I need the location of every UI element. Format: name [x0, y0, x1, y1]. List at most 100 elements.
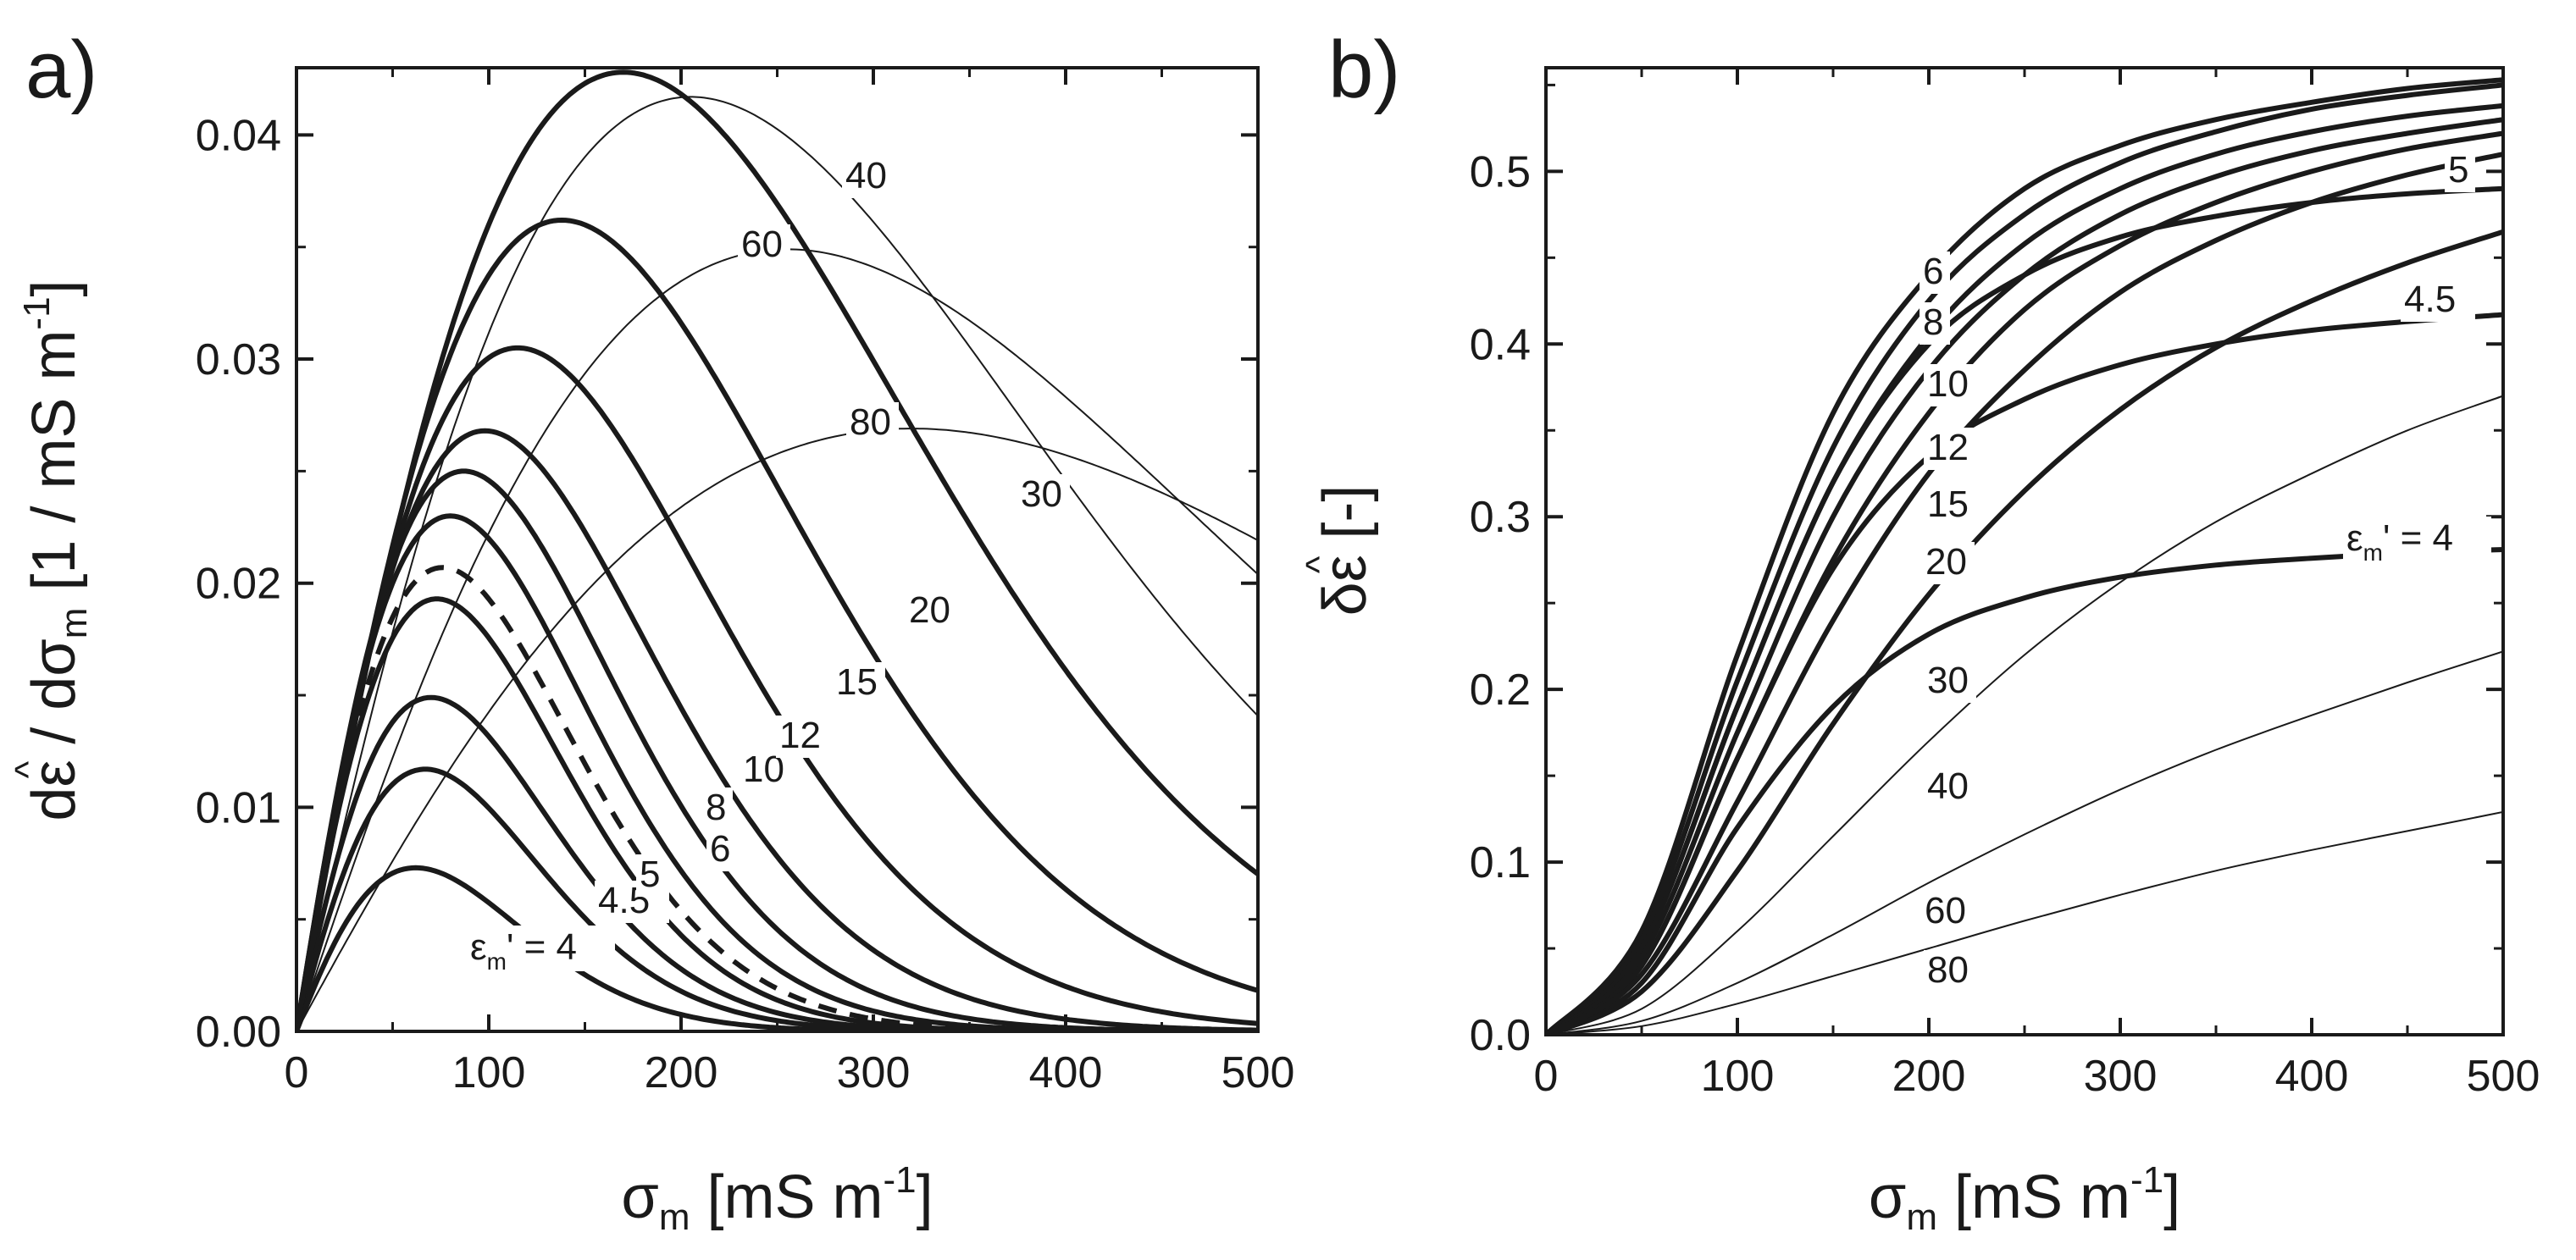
- series-line-10: [1546, 102, 2503, 1035]
- x-tick-label: 0: [285, 1048, 309, 1097]
- series-line-20: [296, 218, 1258, 1031]
- curve-label-bg: [776, 716, 828, 758]
- curve-label-bg: [636, 854, 667, 897]
- curve-label-60: 60: [741, 224, 783, 265]
- y-tick-label: 0.5: [1470, 147, 1531, 196]
- series-line-8: [1546, 82, 2503, 1035]
- series-line-80: [1546, 810, 2503, 1035]
- x-axis-title: σm [mS m-1]: [1869, 1159, 2180, 1238]
- curve-label-bg: [1924, 484, 1976, 527]
- curve-label-bg: [906, 590, 958, 633]
- y-tick-label: 0.2: [1470, 666, 1531, 715]
- x-tick-label: 400: [2275, 1052, 2349, 1101]
- curve-label-bg: [1920, 302, 1950, 345]
- series-line-10: [296, 468, 1258, 1031]
- curve-label-bg: [467, 926, 615, 971]
- curve-label-bg: [846, 402, 899, 445]
- curve-label-30: 30: [1927, 660, 1969, 701]
- series-line-30: [1546, 229, 2503, 1035]
- curve-label-6: 6: [710, 828, 730, 870]
- series-line-12: [296, 428, 1258, 1031]
- x-tick-label: 0: [1534, 1052, 1559, 1101]
- curve-label-80: 80: [850, 401, 891, 443]
- series-line-4.5: [296, 766, 1258, 1031]
- curve-label-bg: [1924, 364, 1976, 406]
- y-axis-title: δε^ [-]: [1299, 485, 1379, 616]
- curve-label-8: 8: [1923, 301, 1943, 343]
- x-tick-label: 500: [1222, 1048, 1295, 1097]
- y-tick-label: 0.4: [1470, 320, 1531, 369]
- curve-label-bg: [1017, 474, 1070, 517]
- curve-label-bg: [842, 156, 895, 198]
- y-tick-label: 0.04: [196, 111, 281, 160]
- curve-label-40: 40: [1927, 765, 1969, 807]
- x-axis-title: σm [mS m-1]: [621, 1159, 933, 1238]
- curve-label-15: 15: [836, 661, 878, 703]
- series-line-30: [296, 69, 1258, 1031]
- x-tick-label: 100: [452, 1048, 526, 1097]
- plot-frame: [295, 66, 1260, 1033]
- curve-label-4: εm' = 4: [2346, 517, 2453, 566]
- curve-label-15: 15: [1927, 484, 1969, 525]
- y-tick-label: 0.3: [1470, 493, 1531, 542]
- curve-label-bg: [2343, 517, 2491, 562]
- curve-label-20: 20: [909, 589, 950, 631]
- y-tick-label: 0.0: [1470, 1011, 1531, 1060]
- curve-label-10: 10: [1927, 363, 1969, 405]
- curve-label-80: 80: [1927, 949, 1969, 991]
- curve-label-4: εm' = 4: [470, 926, 577, 975]
- curve-label-bg: [2401, 279, 2475, 322]
- series-line-60: [1546, 650, 2503, 1035]
- y-tick-label: 0.03: [196, 335, 281, 384]
- panel-letter: b): [1328, 25, 1400, 115]
- series-line-15: [296, 345, 1258, 1031]
- curve-label-bg: [2445, 150, 2475, 192]
- curve-label-60: 60: [1925, 890, 1966, 931]
- curve-label-bg: [1924, 766, 1976, 809]
- y-tick-label: 0.00: [196, 1008, 281, 1057]
- series-line-4: [1546, 547, 2503, 1035]
- y-tick-label: 0.02: [196, 560, 281, 609]
- curve-label-bg: [702, 788, 733, 830]
- x-tick-label: 300: [837, 1048, 911, 1097]
- curve-label-bg: [1922, 542, 1975, 584]
- curve-label-bg: [1920, 251, 1950, 294]
- curve-label-bg: [1921, 891, 1974, 933]
- x-tick-label: 200: [1892, 1052, 1966, 1101]
- curve-label-4.5: 4.5: [2404, 279, 2456, 320]
- curve-label-bg: [833, 662, 885, 705]
- panel-b: b) 0 100 200 300 400 500 0.0 0.1 0.2 0.3 0.4 0.5 σm […: [1299, 25, 2540, 1238]
- curve-label-8: 8: [706, 787, 726, 828]
- series-line-4: [296, 865, 1258, 1031]
- curve-label-bg: [738, 224, 790, 267]
- series-group: [1546, 77, 2503, 1035]
- series-line-40: [1546, 395, 2503, 1035]
- curve-label-5: 5: [2448, 149, 2468, 191]
- curve-label-40: 40: [845, 155, 887, 196]
- panel-letter: a): [25, 25, 97, 115]
- curve-label-5: 5: [640, 854, 660, 895]
- curve-label-12: 12: [1927, 427, 1969, 468]
- curve-label-bg: [1924, 428, 1976, 470]
- series-line-80: [296, 428, 1258, 1031]
- y-axis-title: dε^ / dσm [1 / mS m-1]: [8, 279, 95, 821]
- x-tick-label: 500: [2467, 1052, 2540, 1101]
- y-tick-label: 0.1: [1470, 838, 1531, 887]
- curve-label-6: 6: [1923, 251, 1943, 292]
- panel-a: a) 0 100 200 300 400 500 0.00 0.01 0.02 0.03 0.04 σm…: [8, 25, 1294, 1238]
- x-tick-label: 200: [645, 1048, 718, 1097]
- x-tick-label: 400: [1029, 1048, 1103, 1097]
- series-line-40: [296, 96, 1258, 1031]
- curve-label-12: 12: [779, 715, 821, 756]
- curve-label-20: 20: [1925, 541, 1967, 583]
- curve-label-bg: [1924, 950, 1976, 992]
- series-line-20: [1546, 152, 2503, 1035]
- series-line-12: [1546, 117, 2503, 1035]
- curve-label-30: 30: [1021, 473, 1062, 515]
- series-line-4.5: [1546, 312, 2503, 1035]
- curve-label-bg: [706, 829, 737, 871]
- x-tick-label: 100: [1701, 1052, 1775, 1101]
- y-tick-label: 0.01: [196, 783, 281, 832]
- series-group: [296, 69, 1258, 1031]
